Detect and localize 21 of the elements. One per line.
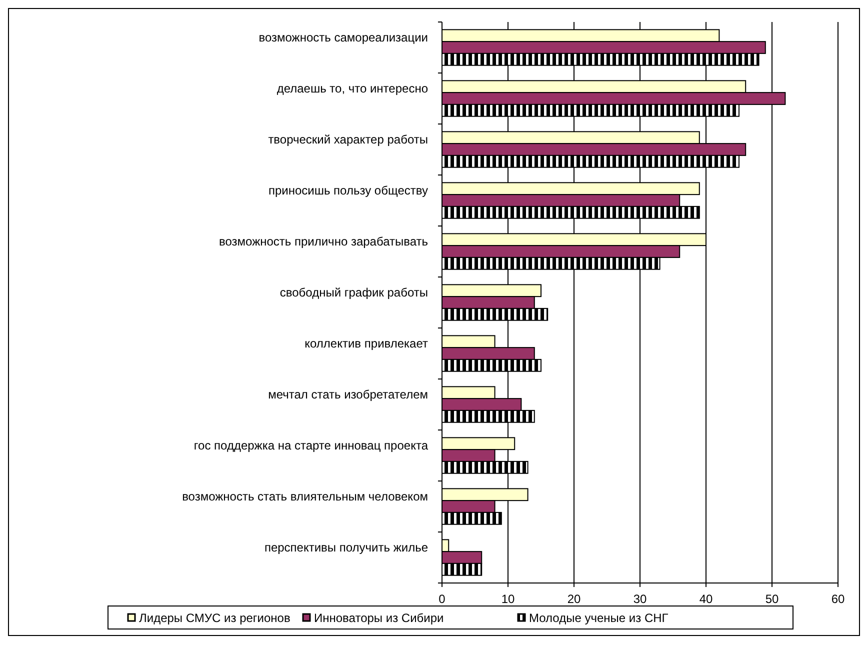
legend-label: Инноваторы из Сибири [314,611,444,625]
x-tick-label: 30 [633,592,647,606]
y-tick-label: гос поддержка на старте инновац проекта [194,438,428,452]
x-tick-label: 20 [567,592,581,606]
x-tick-label: 60 [831,592,845,606]
x-tick-label: 10 [501,592,515,606]
y-tick-label: свободный график работы [280,286,428,300]
y-tick-label: мечтал стать изобретателем [268,388,428,402]
y-tick-label: творческий характер работы [268,132,428,146]
legend-label: Молодые ученые из СНГ [529,611,669,625]
y-tick-label: возможность самореализации [258,30,428,44]
x-tick-label: 0 [438,592,446,606]
legend-label: Лидеры СМУС из регионов [139,611,290,625]
y-tick-label: делаешь то, что интересно [276,82,428,96]
y-tick-label: возможность стать влиятельным человеком [182,490,428,504]
x-tick-label: 40 [699,592,713,606]
x-tick-label: 50 [765,592,779,606]
y-tick-label: возможность прилично зарабатывать [219,234,428,248]
y-tick-label: коллектив привлекает [304,336,429,350]
y-tick-label: приносишь пользу обществу [268,184,428,198]
y-tick-label: перспективы получить жилье [264,540,428,554]
